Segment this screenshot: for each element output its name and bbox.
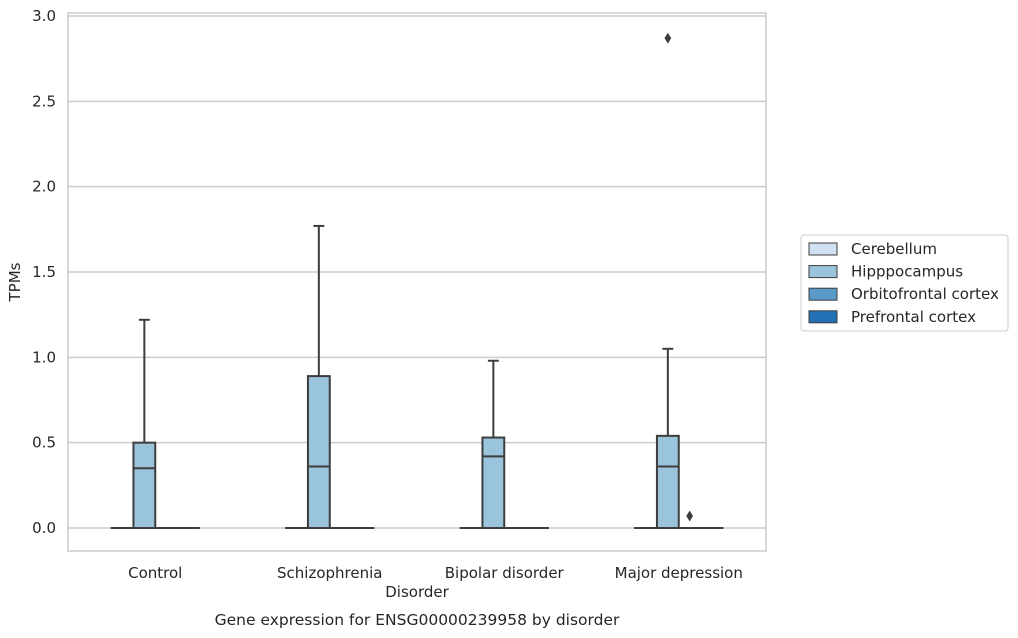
legend: Cerebellum Hipppocampus Orbitofrontal cort… <box>800 234 1009 332</box>
x-tick-label: Bipolar disorder <box>445 564 565 582</box>
box-body <box>132 441 157 529</box>
box-body <box>481 436 506 529</box>
legend-label: Orbitofrontal cortex <box>851 285 999 303</box>
y-tick-label: 0.5 <box>32 434 56 452</box>
legend-frame <box>800 234 1009 332</box>
y-tick-label: 1.0 <box>32 348 56 366</box>
legend-label: Hipppocampus <box>851 263 963 281</box>
box-orbitofrontal-cortex <box>677 510 702 530</box>
box-body <box>306 375 331 529</box>
x-tick-label: Control <box>128 564 182 582</box>
box-plots <box>110 32 724 530</box>
plot-area <box>67 12 767 552</box>
box-body <box>655 434 680 529</box>
box-hipppocampus <box>655 32 680 529</box>
outlier-point <box>686 510 694 522</box>
y-tick-label: 0.0 <box>32 519 56 537</box>
legend-swatch <box>808 310 838 324</box>
y-axis-title: TPMs <box>6 262 24 302</box>
legend-swatch <box>808 265 838 279</box>
y-tick-label: 2.0 <box>32 178 56 196</box>
y-tick-label: 3.0 <box>32 7 56 25</box>
y-tick-label: 1.5 <box>32 263 56 281</box>
x-axis-ticks: Control Schizophrenia Bipolar disorder Majo… <box>128 564 743 582</box>
box-hipppocampus <box>132 318 157 529</box>
x-tick-label: Schizophrenia <box>277 564 382 582</box>
legend-label: Cerebellum <box>851 240 937 258</box>
x-tick-label: Major depression <box>615 564 743 582</box>
legend-label: Prefrontal cortex <box>851 308 976 326</box>
chart-caption: Gene expression for ENSG00000239958 by d… <box>215 611 620 629</box>
legend-swatch <box>808 242 838 256</box>
y-tick-label: 2.5 <box>32 92 56 110</box>
grid-lines <box>68 15 766 529</box>
box-hipppocampus <box>306 224 331 529</box>
box-hipppocampus <box>481 359 506 529</box>
x-axis-title: Disorder <box>385 583 449 601</box>
outlier-point <box>664 32 672 44</box>
y-axis-ticks: 0.0 0.5 1.0 1.5 2.0 2.5 3.0 <box>32 7 56 537</box>
legend-swatch <box>808 287 838 301</box>
